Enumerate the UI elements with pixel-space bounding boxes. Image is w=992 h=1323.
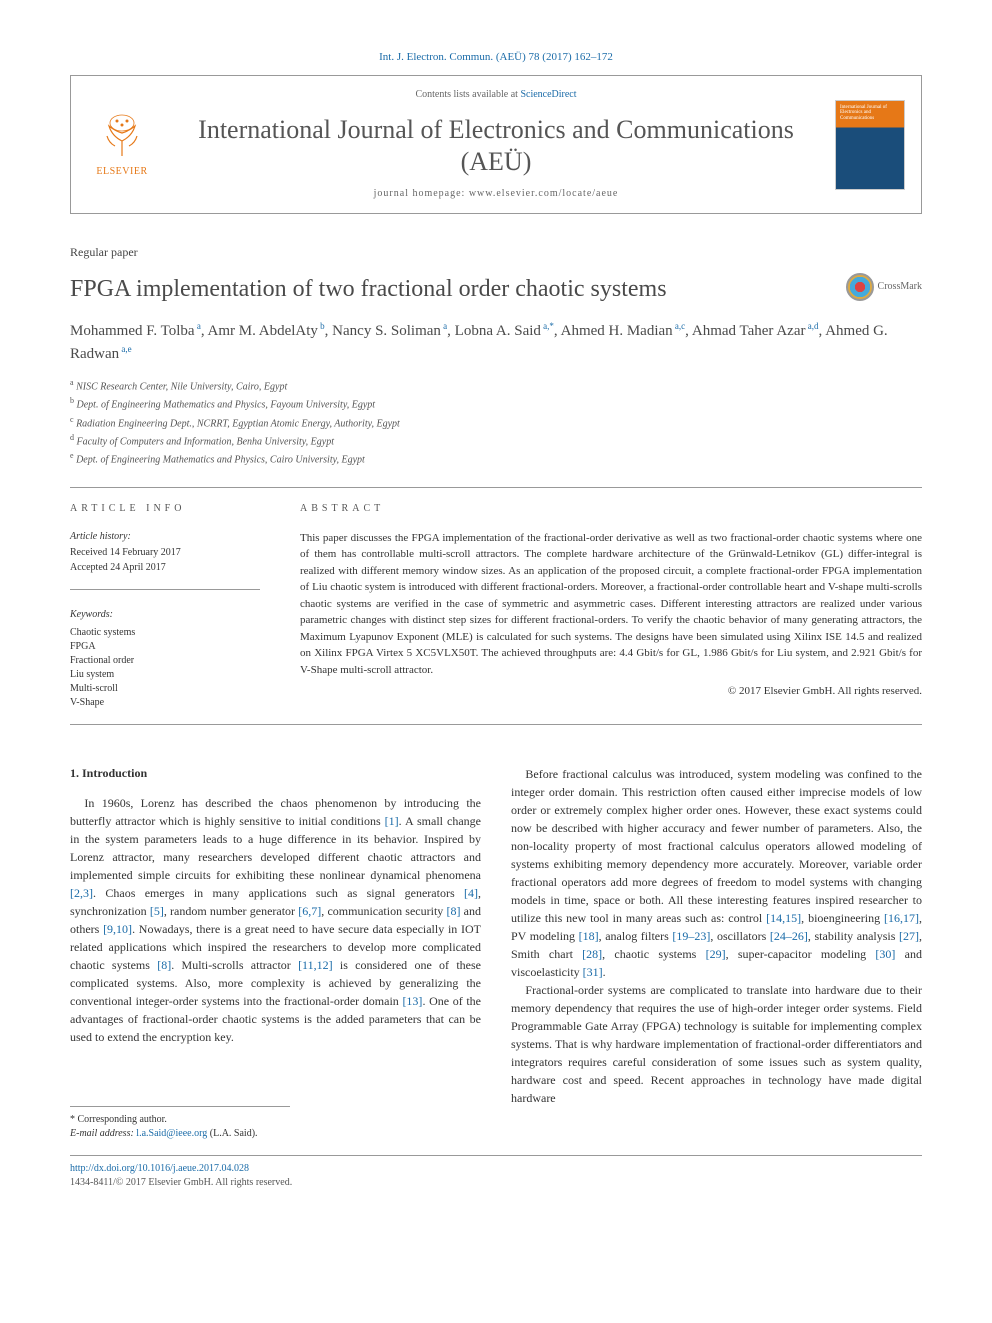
abstract-heading: ABSTRACT	[300, 502, 922, 516]
journal-homepage: journal homepage: www.elsevier.com/locat…	[177, 187, 815, 201]
citation-ref[interactable]: [18]	[579, 929, 599, 943]
journal-name: International Journal of Electronics and…	[177, 114, 815, 176]
affiliations-list: a NISC Research Center, Nile University,…	[70, 377, 922, 469]
citation-ref[interactable]: [30]	[875, 947, 895, 961]
received-date: Received 14 February 2017	[70, 546, 260, 560]
citation-ref[interactable]: [4]	[464, 886, 478, 900]
divider	[70, 589, 260, 590]
paper-type-label: Regular paper	[70, 244, 922, 261]
author-affil-marker: a	[441, 321, 447, 331]
citation-ref[interactable]: [19–23]	[672, 929, 710, 943]
divider	[70, 487, 922, 488]
keyword-item: Multi-scroll	[70, 682, 260, 696]
header-center: Contents lists available at ScienceDirec…	[177, 88, 815, 200]
right-column: Before fractional calculus was introduce…	[511, 765, 922, 1141]
author-name: Lobna A. Said	[455, 323, 541, 339]
citation-ref[interactable]: [27]	[899, 929, 919, 943]
abstract-column: ABSTRACT This paper discusses the FPGA i…	[300, 502, 922, 710]
article-info-heading: ARTICLE INFO	[70, 502, 260, 516]
affiliation-item: d Faculty of Computers and Information, …	[70, 432, 922, 450]
keyword-item: Liu system	[70, 668, 260, 682]
author-name: Ahmad Taher Azar	[692, 323, 806, 339]
author-affil-marker: a	[195, 321, 201, 331]
intro-heading: 1. Introduction	[70, 765, 481, 782]
affiliation-item: c Radiation Engineering Dept., NCRRT, Eg…	[70, 414, 922, 432]
citation-header: Int. J. Electron. Commun. (AEÜ) 78 (2017…	[70, 50, 922, 65]
author-affil-marker: a,e	[119, 344, 132, 354]
issn-copyright: 1434-8411/© 2017 Elsevier GmbH. All righ…	[70, 1176, 922, 1190]
elsevier-logo: ELSEVIER	[87, 111, 157, 179]
author-affil-marker: a,c	[673, 321, 686, 331]
citation-ref[interactable]: [2,3]	[70, 886, 93, 900]
abstract-copyright: © 2017 Elsevier GmbH. All rights reserve…	[300, 684, 922, 699]
accepted-date: Accepted 24 April 2017	[70, 561, 260, 575]
elsevier-label: ELSEVIER	[96, 165, 147, 179]
contents-prefix: Contents lists available at	[415, 89, 520, 100]
email-suffix: (L.A. Said).	[207, 1128, 257, 1139]
journal-cover-thumbnail: International Journal of Electronics and…	[835, 100, 905, 190]
author-affil-marker: a,d	[806, 321, 819, 331]
sciencedirect-link[interactable]: ScienceDirect	[520, 89, 576, 100]
citation-ref[interactable]: [13]	[402, 994, 422, 1008]
article-title: FPGA implementation of two fractional or…	[70, 273, 826, 307]
history-label: Article history:	[70, 530, 260, 544]
article-info-column: ARTICLE INFO Article history: Received 1…	[70, 502, 260, 710]
email-link[interactable]: l.a.Said@ieee.org	[136, 1128, 207, 1139]
citation-ref[interactable]: [24–26]	[770, 929, 808, 943]
keyword-item: FPGA	[70, 640, 260, 654]
email-label: E-mail address:	[70, 1128, 136, 1139]
divider	[70, 724, 922, 725]
abstract-text: This paper discusses the FPGA implementa…	[300, 530, 922, 679]
author-name: Nancy S. Soliman	[332, 323, 441, 339]
crossmark-icon	[846, 273, 874, 301]
doi-link[interactable]: http://dx.doi.org/10.1016/j.aeue.2017.04…	[70, 1162, 922, 1176]
affiliation-item: a NISC Research Center, Nile University,…	[70, 377, 922, 395]
page-footer: http://dx.doi.org/10.1016/j.aeue.2017.04…	[70, 1155, 922, 1190]
author-name: Mohammed F. Tolba	[70, 323, 195, 339]
citation-ref[interactable]: [29]	[706, 947, 726, 961]
citation-ref[interactable]: [9,10]	[103, 922, 132, 936]
journal-header-box: ELSEVIER Contents lists available at Sci…	[70, 75, 922, 213]
affiliation-item: e Dept. of Engineering Mathematics and P…	[70, 450, 922, 468]
left-column: 1. Introduction In 1960s, Lorenz has des…	[70, 765, 481, 1141]
keywords-list: Chaotic systemsFPGAFractional orderLiu s…	[70, 626, 260, 710]
elsevier-tree-icon	[97, 111, 147, 161]
citation-ref[interactable]: [14,15]	[766, 911, 801, 925]
intro-paragraph-2: Before fractional calculus was introduce…	[511, 765, 922, 981]
corresponding-email-line: E-mail address: l.a.Said@ieee.org (L.A. …	[70, 1127, 290, 1141]
crossmark-badge[interactable]: CrossMark	[846, 273, 922, 301]
citation-ref[interactable]: [1]	[385, 814, 399, 828]
keyword-item: Chaotic systems	[70, 626, 260, 640]
citation-ref[interactable]: [16,17]	[884, 911, 919, 925]
intro-paragraph-3: Fractional-order systems are complicated…	[511, 981, 922, 1107]
citation-ref[interactable]: [8]	[446, 904, 460, 918]
corresponding-star: * Corresponding author.	[70, 1113, 290, 1127]
author-list: Mohammed F. Tolba a, Amr M. AbdelAty b, …	[70, 320, 922, 365]
author-affil-marker: b	[318, 321, 325, 331]
crossmark-label: CrossMark	[878, 280, 922, 294]
keyword-item: Fractional order	[70, 654, 260, 668]
citation-ref[interactable]: [28]	[582, 947, 602, 961]
intro-paragraph-1: In 1960s, Lorenz has described the chaos…	[70, 794, 481, 1046]
affiliation-item: b Dept. of Engineering Mathematics and P…	[70, 395, 922, 413]
citation-ref[interactable]: [5]	[150, 904, 164, 918]
author-affil-marker: a,*	[541, 321, 554, 331]
keywords-label: Keywords:	[70, 608, 260, 622]
cover-thumb-text: International Journal of Electronics and…	[840, 105, 904, 122]
citation-ref[interactable]: [6,7]	[298, 904, 321, 918]
contents-available-line: Contents lists available at ScienceDirec…	[177, 88, 815, 102]
citation-ref[interactable]: [11,12]	[298, 958, 333, 972]
author-name: Amr M. AbdelAty	[208, 323, 318, 339]
citation-ref[interactable]: [8]	[157, 958, 171, 972]
author-name: Ahmed H. Madian	[561, 323, 673, 339]
keyword-item: V-Shape	[70, 696, 260, 710]
citation-ref[interactable]: [31]	[583, 965, 603, 979]
corresponding-author-note: * Corresponding author. E-mail address: …	[70, 1106, 290, 1141]
